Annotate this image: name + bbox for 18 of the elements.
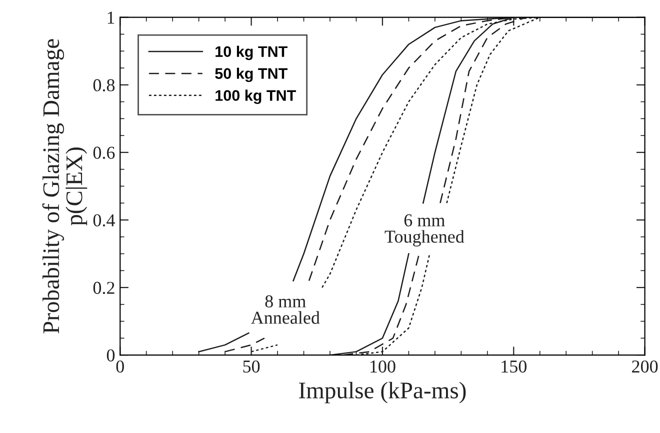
y-tick-label: 0 [106, 349, 115, 362]
y-tick-label: 0.2 [93, 282, 114, 294]
legend-label: 10 kg TNT [216, 46, 288, 60]
legend-label: 50 kg TNT [215, 68, 288, 82]
y-axis-title: Probability of Glazing Damage p(C|EX) [42, 39, 88, 334]
annotation: 6 mm Toughened [384, 214, 464, 246]
y-tick-label: 0.6 [93, 146, 115, 159]
legend-label: 100 kg TNT [216, 90, 296, 104]
y-tick-label: 1 [108, 12, 114, 24]
x-tick-label: 200 [632, 360, 658, 373]
y-tick-label: 0.8 [93, 79, 115, 92]
y-tick-label: 0.4 [93, 214, 115, 226]
x-tick-label: 0 [116, 360, 124, 373]
x-axis-title: Impulse (kPa-ms) [299, 382, 466, 404]
x-tick-label: 50 [243, 360, 260, 373]
x-tick-label: 150 [502, 360, 526, 373]
x-tick-label: 100 [370, 360, 396, 373]
annotation: 8 mm Annealed [250, 295, 320, 324]
